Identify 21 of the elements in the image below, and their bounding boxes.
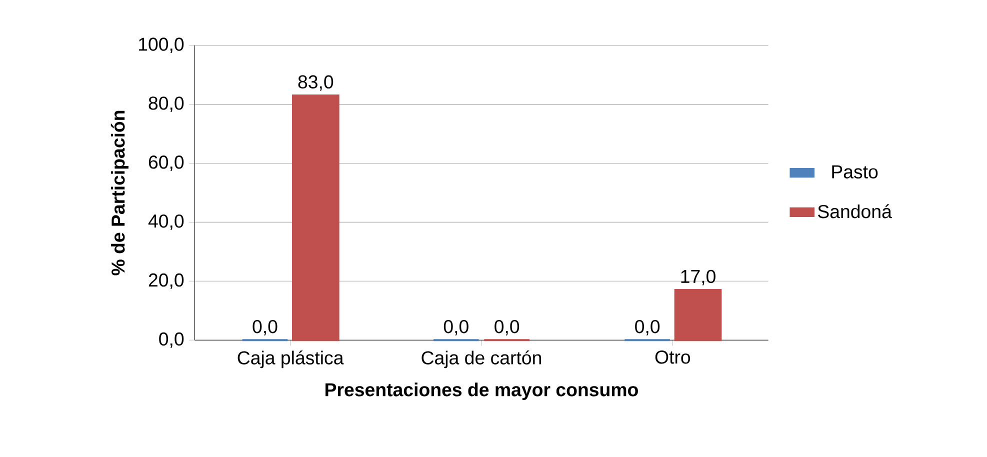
legend-label: Pasto	[832, 165, 878, 178]
bar	[674, 288, 722, 342]
y-tick-label: 40,0	[148, 214, 184, 230]
data-label: 0,0	[494, 320, 520, 336]
data-label: 0,0	[252, 320, 278, 336]
x-tick-label: Otro	[655, 350, 690, 364]
y-tick-label: 0,0	[159, 332, 184, 348]
y-tick-label: 100,0	[139, 38, 184, 53]
x-tick-label: Caja plástica	[238, 350, 344, 368]
y-tick-label: 80,0	[148, 96, 184, 112]
y-axis-title: % de Participación	[110, 110, 128, 276]
x-tick-label: Caja de cartón	[422, 350, 541, 368]
legend-label: Sandoná	[818, 204, 892, 218]
data-label: 0,0	[635, 320, 660, 336]
bar	[292, 94, 340, 342]
data-label: 83,0	[298, 75, 334, 91]
data-label: 0,0	[444, 320, 468, 336]
y-tick-label: 20,0	[148, 273, 184, 289]
x-axis-title: Presentaciones de mayor consumo	[326, 382, 638, 400]
y-tick-label: 60,0	[148, 155, 184, 171]
data-label: 17,0	[681, 270, 716, 286]
